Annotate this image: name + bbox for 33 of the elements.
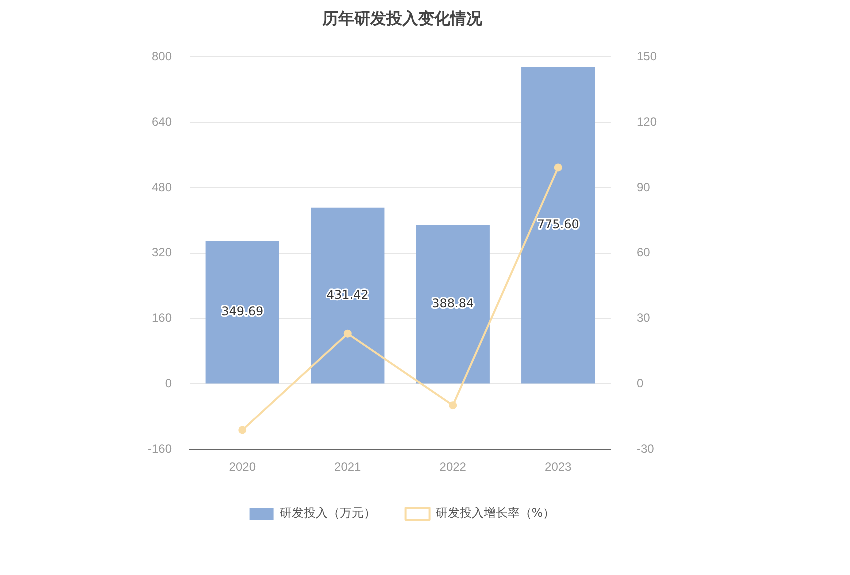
bar — [206, 241, 280, 384]
y2-tick-label: 150 — [636, 50, 658, 64]
y-tick-label: 480 — [152, 180, 172, 194]
point — [449, 402, 458, 410]
x-tick-label: 2020 — [229, 460, 256, 474]
x-tick-label: 2021 — [334, 460, 362, 474]
point — [554, 164, 562, 172]
y-tick-label: 800 — [152, 50, 172, 64]
y-tick-label: 0 — [165, 376, 172, 391]
y2-tick-label: 60 — [636, 246, 651, 260]
point — [344, 330, 352, 338]
data-label: 775.60 — [537, 218, 580, 232]
x-tick-label: 2022 — [440, 460, 467, 474]
x-tick-label: 2023 — [545, 460, 572, 474]
point — [238, 426, 247, 434]
bar — [522, 67, 596, 384]
data-label: 349.69 — [222, 304, 264, 319]
y-tick-label: 320 — [152, 246, 172, 260]
y2-tick-label: 30 — [636, 311, 651, 326]
y-tick-label: 160 — [152, 311, 172, 326]
bar — [311, 208, 385, 384]
chart-title: 历年研发投入变化情况 — [322, 8, 484, 28]
data-label: 431.42 — [326, 288, 369, 302]
legend-label: 研发投入增长率（%） — [436, 506, 556, 520]
data-label: 388.84 — [432, 296, 474, 311]
y2-tick-label: -30 — [636, 442, 655, 456]
y2-tick-label: 120 — [636, 114, 658, 129]
y2-tick-label: 0 — [636, 376, 644, 391]
bar — [416, 225, 490, 384]
y2-tick-label: 90 — [636, 180, 651, 194]
legend-label: 研发投入（万元） — [280, 506, 376, 520]
y-tick-label: 640 — [152, 114, 172, 129]
y-tick-label: -160 — [148, 442, 172, 456]
